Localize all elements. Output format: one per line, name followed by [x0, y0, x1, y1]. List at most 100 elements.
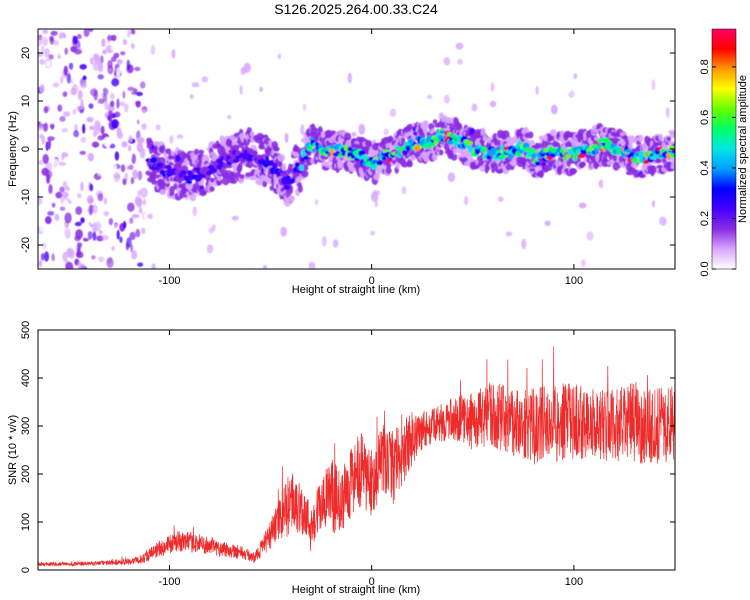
spectral-point: [586, 79, 592, 90]
spectral-point: [492, 156, 498, 161]
spectral-point: [59, 37, 66, 47]
spectral-point: [636, 48, 641, 54]
spectral-point: [409, 189, 417, 197]
spectral-point: [47, 211, 55, 216]
spectral-point: [119, 236, 123, 244]
spectral-point: [231, 144, 240, 151]
spectral-point: [444, 117, 453, 124]
spectral-point: [321, 235, 327, 247]
spectral-point: [108, 110, 113, 121]
spectral-point: [593, 61, 600, 67]
spectral-point: [624, 149, 633, 153]
spectral-point: [77, 89, 83, 101]
spectral-point: [99, 55, 104, 65]
spectral-point: [129, 34, 136, 42]
snr-frame: [37, 329, 676, 571]
spectral-point: [279, 172, 286, 177]
spectral-point: [110, 163, 118, 173]
spectral-point: [389, 108, 397, 117]
spectral-point: [629, 152, 635, 158]
spectral-point: [227, 115, 232, 120]
spectral-point: [656, 60, 662, 71]
spectral-point: [130, 244, 134, 253]
spectral-point: [303, 155, 309, 160]
spectral-point: [648, 63, 652, 74]
spectral-point: [376, 160, 383, 166]
spectral-point: [138, 207, 143, 214]
spectral-point: [130, 29, 136, 36]
x-tick-label: 100: [565, 576, 583, 588]
spectral-point: [98, 88, 104, 95]
spectral-point: [292, 146, 301, 153]
spectral-point: [580, 259, 586, 268]
spectral-point: [47, 136, 55, 142]
spectral-point: [587, 181, 595, 192]
spectral-point: [544, 220, 551, 226]
spectral-point: [530, 112, 538, 118]
spectral-point: [231, 126, 238, 135]
spectral-point: [72, 169, 81, 178]
spectral-point: [237, 162, 243, 170]
spectral-point: [74, 221, 82, 227]
spectral-point: [395, 190, 400, 198]
spectral-point: [276, 45, 282, 55]
spectral-point: [40, 45, 45, 55]
spectral-point: [107, 35, 114, 41]
spectral-point: [383, 128, 389, 136]
spectral-point: [290, 51, 294, 56]
spectral-point: [629, 137, 636, 144]
spectral-point: [244, 29, 251, 35]
spectral-point: [347, 72, 352, 84]
spectral-point: [40, 107, 45, 113]
spectral-point: [41, 203, 45, 213]
spectral-point: [262, 180, 268, 188]
spectral-point: [638, 173, 647, 178]
spectral-point: [48, 184, 53, 194]
spectral-point: [104, 99, 108, 111]
spectral-point: [91, 141, 100, 148]
spectral-point: [83, 29, 90, 37]
spectral-point: [299, 164, 305, 171]
spectral-point: [249, 235, 257, 244]
spectral-point: [547, 85, 552, 96]
spectral-point: [241, 50, 246, 59]
spectral-point: [622, 199, 626, 206]
spectral-point: [139, 56, 145, 62]
spectral-point: [150, 44, 156, 56]
spectral-point: [141, 123, 147, 130]
spectral-point: [101, 38, 106, 47]
spectral-point: [38, 259, 43, 268]
spectral-point: [109, 92, 115, 100]
spectral-point: [463, 42, 468, 51]
spectral-point: [535, 86, 539, 95]
spectral-point: [186, 180, 193, 185]
spectral-point: [638, 87, 645, 93]
spectral-point: [66, 73, 72, 84]
spectral-point: [452, 147, 458, 155]
spectral-point: [468, 198, 477, 207]
spectral-point: [62, 181, 68, 189]
colorbar-tick-label: 0.8: [699, 59, 711, 74]
spectrogram-xlabel: Height of straight line (km): [292, 284, 420, 296]
spectral-point: [497, 196, 504, 203]
spectral-point: [71, 78, 78, 84]
spectral-point: [428, 142, 436, 147]
spectral-point: [145, 234, 149, 245]
spectral-point: [332, 239, 339, 248]
spectral-point: [165, 245, 174, 255]
spectral-point: [38, 209, 45, 221]
spectral-point: [496, 231, 504, 240]
spectrogram-ylabel: Frequency (Hz): [7, 111, 19, 187]
spectral-point: [74, 235, 81, 242]
spectral-point: [198, 149, 205, 155]
spectral-point: [116, 59, 124, 65]
spectral-point: [191, 82, 200, 88]
spectral-point: [62, 91, 68, 97]
spectral-point: [63, 111, 71, 117]
spectral-point: [661, 156, 667, 164]
snr-ylabel: SNR (10 * v/v): [7, 415, 19, 485]
spectral-point: [506, 105, 511, 113]
spectral-point: [524, 146, 531, 153]
spectral-point: [539, 114, 546, 121]
y-tick-label: 200: [20, 465, 32, 483]
